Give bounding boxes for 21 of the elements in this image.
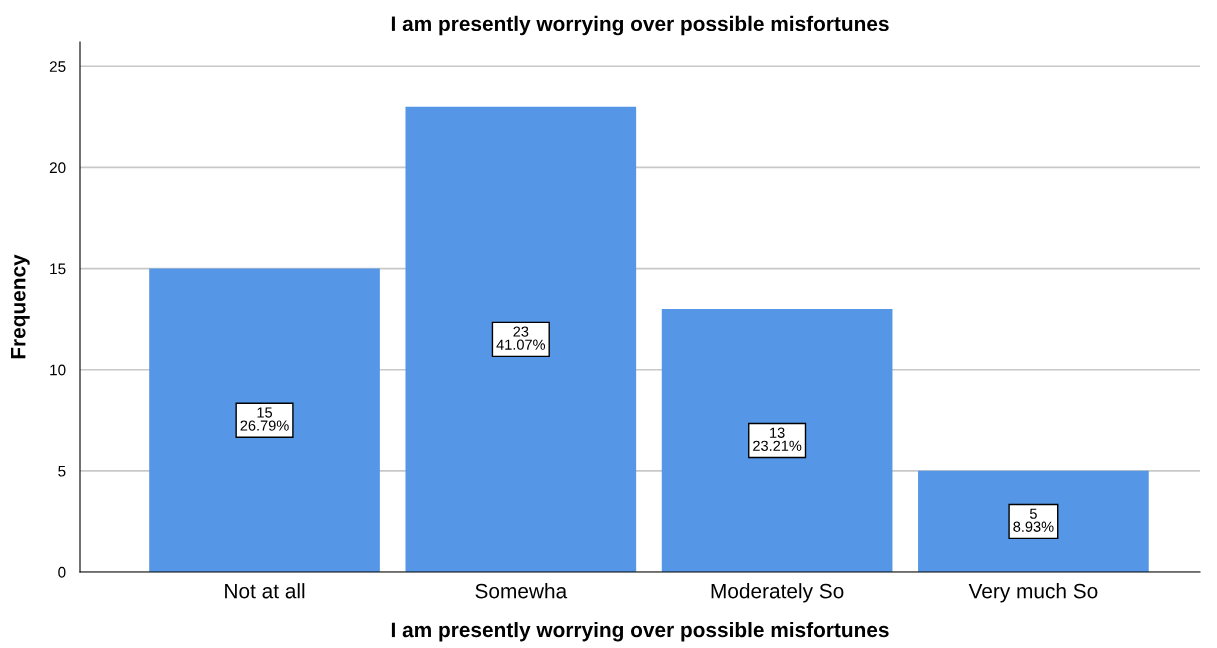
- data-label: 15 26.79%: [240, 407, 289, 431]
- y-tick-label: 15: [50, 263, 66, 275]
- y-tick-label: 5: [58, 465, 66, 477]
- y-tick-label: 25: [49, 61, 66, 72]
- data-label: 13 23.21%: [753, 427, 802, 451]
- x-tick-label: Not at all: [225, 583, 305, 599]
- data-label: 5 8.93%: [1013, 508, 1054, 532]
- x-tick-label: Moderately So: [711, 583, 844, 603]
- x-axis-title: I am presently worrying over possible misfortunes: [391, 621, 889, 642]
- y-tick-label: 0: [58, 566, 66, 578]
- y-tick-label: 20: [49, 162, 66, 174]
- bar: [405, 106, 637, 572]
- bar: [661, 309, 893, 572]
- y-tick-label: 10: [50, 364, 66, 376]
- y-axis-title: Frequency: [11, 254, 30, 359]
- x-tick-label: Very much So: [968, 583, 1098, 603]
- x-tick-label: Somewha: [475, 583, 568, 599]
- bar: [918, 470, 1149, 572]
- data-label: 23 41.07%: [496, 326, 546, 350]
- chart-title: I am presently worrying over possible misfortunes: [391, 15, 889, 36]
- bar: [149, 268, 380, 572]
